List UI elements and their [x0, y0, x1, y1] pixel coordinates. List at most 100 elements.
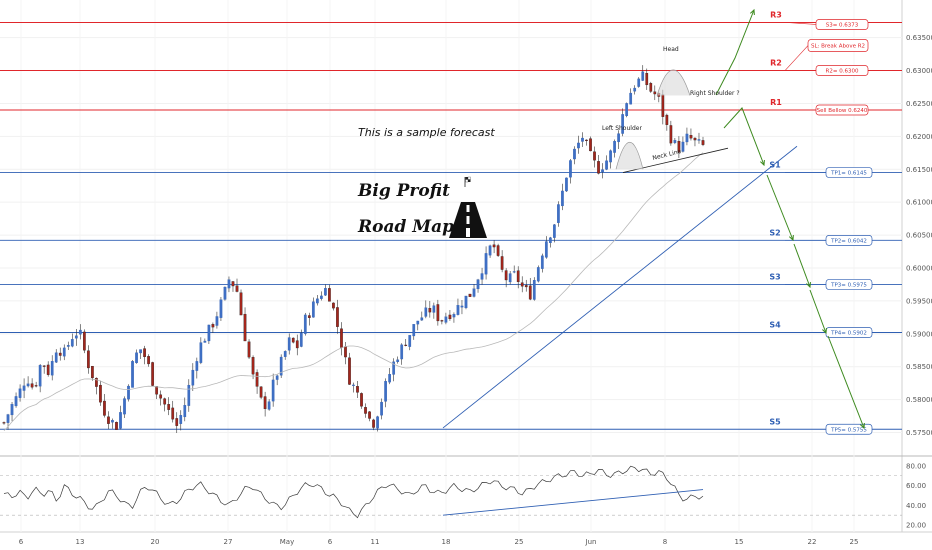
candle-body	[548, 237, 552, 244]
candle-body	[488, 245, 492, 256]
candle-body	[669, 125, 673, 144]
candle-body	[235, 285, 239, 292]
candle-body	[303, 314, 307, 334]
candle-body	[70, 339, 74, 347]
candle-body	[251, 357, 255, 375]
date-tick-label: 6	[328, 538, 333, 546]
candle-body	[187, 384, 191, 406]
candle-body	[155, 386, 159, 395]
candle-body	[131, 361, 134, 388]
candle-body	[585, 139, 588, 141]
bearish-arrow-3-head	[806, 281, 811, 289]
candle-body	[18, 388, 22, 398]
candle-body	[183, 405, 187, 418]
candle-body	[171, 407, 175, 420]
candle-body	[468, 293, 472, 297]
candle-body	[38, 365, 42, 387]
bearish-arrow-3	[793, 243, 811, 288]
level-value-text: R2= 0.6300	[826, 69, 859, 75]
candle-body	[127, 385, 130, 400]
candle-body	[593, 151, 596, 161]
candle-body	[26, 383, 30, 387]
price-panel	[0, 0, 902, 456]
candle-body	[219, 299, 223, 318]
candle-body	[360, 393, 363, 407]
candle-body	[107, 416, 110, 424]
candle-body	[87, 350, 90, 369]
candle-body	[175, 418, 179, 426]
candle-body	[62, 347, 66, 357]
candle-body	[46, 364, 50, 375]
level-label-s3: S3	[769, 272, 780, 281]
candle-body	[496, 245, 500, 256]
level-value-box-s3	[825, 279, 873, 290]
level-label-r2: R2	[770, 59, 782, 68]
candle-body	[561, 190, 564, 207]
candle-body	[111, 420, 114, 423]
level-value-box-s5	[825, 423, 873, 435]
level-value-text: TP3= 0.5975	[830, 282, 867, 288]
candle-body	[147, 356, 150, 365]
candle-body	[573, 148, 576, 160]
candle-body	[665, 114, 669, 125]
bearish-arrow-5	[827, 335, 865, 429]
level-value-box-r3	[815, 19, 869, 30]
candle-body	[472, 288, 476, 297]
candle-body	[195, 361, 199, 371]
candle-body	[633, 87, 637, 92]
candle-body	[275, 375, 279, 380]
level-value-box-r1	[815, 104, 869, 116]
sample-forecast-note: This is a sample forecast	[358, 126, 495, 139]
candle-body	[388, 374, 392, 383]
candle-body	[207, 324, 211, 342]
candle-body	[267, 401, 271, 410]
candle-body	[332, 302, 335, 309]
candle-body	[492, 244, 496, 248]
level-label-r1: R1	[770, 98, 782, 107]
level-value-text: TP5= 0.5755	[830, 427, 867, 433]
candle-body	[637, 78, 641, 87]
candle-body	[384, 381, 387, 402]
candle-body	[78, 329, 82, 335]
candle-body	[231, 281, 235, 287]
candle-body	[22, 385, 26, 391]
candle-body	[99, 384, 102, 403]
title-road-map: Road Map	[357, 217, 454, 237]
price-tick-label: 0.57500	[906, 429, 932, 437]
stop-loss-box	[807, 39, 869, 52]
level-label-s2: S2	[769, 228, 780, 237]
candle-body	[629, 92, 633, 105]
candle-body	[540, 255, 544, 269]
candle-body	[344, 346, 347, 358]
candle-body	[255, 372, 259, 387]
bearish-arrow-1-head	[760, 159, 765, 167]
candle-body	[536, 267, 540, 282]
bearish-arrow-1	[723, 107, 765, 166]
candle-body	[404, 344, 408, 346]
candle-body	[340, 328, 343, 348]
candle-body	[324, 288, 327, 296]
date-tick-label: 25	[515, 538, 524, 546]
candle-body	[569, 160, 572, 178]
candle-body	[223, 286, 227, 300]
candle-body	[243, 313, 247, 342]
candle-body	[10, 404, 14, 416]
candle-body	[464, 295, 468, 309]
candle-body	[609, 150, 612, 163]
level-label-r3: R3	[770, 10, 782, 19]
date-tick-label: 27	[224, 538, 233, 546]
left-shoulder-label: Left Shoulder	[602, 125, 642, 132]
bearish-arrow-4-head	[822, 327, 827, 335]
candles	[2, 65, 705, 433]
level-value-box-s1	[825, 167, 873, 178]
candle-body	[295, 340, 299, 349]
candle-body	[66, 345, 70, 347]
candle-body	[621, 114, 625, 134]
bullish-arrow-head	[749, 8, 755, 16]
rsi-trendline	[442, 489, 704, 516]
candle-body	[416, 320, 420, 325]
